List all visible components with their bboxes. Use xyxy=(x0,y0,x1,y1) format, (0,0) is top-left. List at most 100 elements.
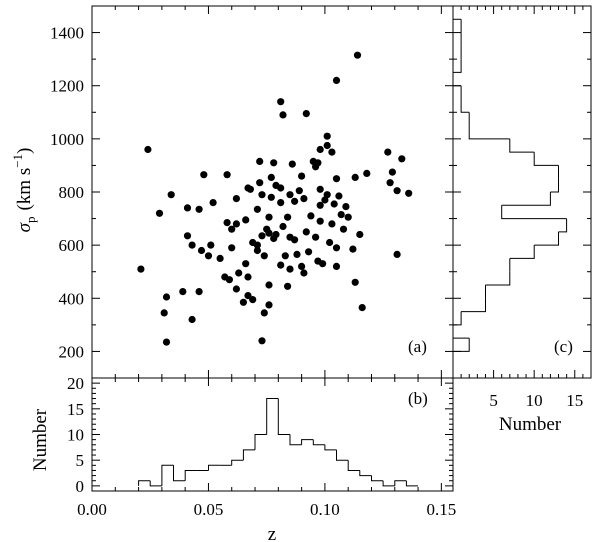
histogram-bin-c xyxy=(534,231,559,246)
scatter-point xyxy=(246,185,254,193)
scatter-point xyxy=(286,191,294,199)
scatter-point xyxy=(288,160,296,168)
histogram-bin xyxy=(231,459,244,466)
scatter-point xyxy=(332,175,341,183)
scatter-point xyxy=(302,228,310,236)
scatter-point xyxy=(260,309,268,317)
scatter-point xyxy=(363,169,371,177)
scatter-point xyxy=(386,179,394,187)
y-tick-label: 600 xyxy=(59,236,85,255)
scatter-point xyxy=(356,230,364,239)
scatter-point xyxy=(349,245,357,253)
scatter-point xyxy=(267,173,275,181)
scatter-point xyxy=(162,338,171,346)
scatter-point xyxy=(279,111,287,119)
scatter-point xyxy=(293,250,301,258)
scatter-point xyxy=(155,209,164,217)
scatter-point xyxy=(265,301,273,309)
panel-a-scatter: 200 400 600 800 1000 1200 1400 xyxy=(50,5,454,379)
sigma-axis-title: σp(km s−1) xyxy=(10,148,38,233)
histogram-bin xyxy=(277,398,290,435)
y-tick-label-b: 15 xyxy=(67,400,84,419)
x-tick-label: 0.05 xyxy=(194,500,224,519)
scatter-point xyxy=(277,199,285,207)
scatter-point xyxy=(316,145,324,154)
scatter-point xyxy=(344,213,352,221)
histogram-bin-c xyxy=(558,218,568,233)
scatter-point xyxy=(337,211,345,219)
histogram-bin xyxy=(359,470,372,477)
histogram-bin xyxy=(336,449,349,461)
scatter-point xyxy=(270,159,278,167)
histogram-bin-c xyxy=(501,192,551,206)
scatter-point xyxy=(265,281,273,289)
scatter-point xyxy=(179,288,187,296)
histogram-bin xyxy=(324,444,337,451)
x-tick-label: 0.10 xyxy=(310,500,340,519)
scatter-point xyxy=(353,51,362,59)
y-tick-label: 200 xyxy=(59,342,85,361)
histogram-bin xyxy=(394,480,407,486)
scatter-point xyxy=(312,233,320,241)
scatter-point xyxy=(298,262,306,270)
scatter-point xyxy=(277,184,285,192)
scatter-point xyxy=(258,191,266,199)
scatter-point xyxy=(235,269,243,277)
scatter-point xyxy=(162,293,171,301)
scatter-point xyxy=(200,171,208,179)
scatter-point xyxy=(258,232,266,240)
scatter-point xyxy=(232,195,240,203)
y-tick-label: 1200 xyxy=(50,77,84,96)
scatter-point xyxy=(232,285,240,293)
histogram-bin-c xyxy=(460,99,470,113)
scatter-point xyxy=(277,261,285,269)
scatter-point xyxy=(253,205,261,213)
y-tick-label-b: 0 xyxy=(76,477,85,496)
scatter-point xyxy=(265,229,273,237)
panel-b-frame xyxy=(91,377,454,492)
scatter-point xyxy=(256,179,264,187)
scatter-point xyxy=(195,288,203,296)
scatter-point xyxy=(207,241,215,249)
histogram-bin xyxy=(173,465,186,482)
scatter-point xyxy=(316,185,324,193)
scatter-point xyxy=(328,220,336,228)
scatter-point xyxy=(242,260,250,268)
scatter-point xyxy=(291,197,299,205)
scatter-point xyxy=(300,195,308,203)
histogram-bin xyxy=(382,480,395,487)
scatter-point xyxy=(398,155,406,163)
x-tick-label-c: 15 xyxy=(566,391,583,410)
panel-b-histogram: 0.00 0.05 0.10 0.15 0 5 10 15 20 xyxy=(67,374,456,519)
scatter-point xyxy=(330,200,338,208)
histogram-bin-c xyxy=(501,205,567,220)
histogram-bin xyxy=(242,449,255,461)
scatter-point xyxy=(342,203,350,211)
scatter-point xyxy=(260,252,268,260)
scatter-point xyxy=(195,205,203,213)
histogram-bin-c xyxy=(468,125,510,140)
y-tick-label: 400 xyxy=(59,289,85,308)
scatter-point xyxy=(258,337,266,345)
scatter-point xyxy=(384,148,392,156)
y-tick-label: 1400 xyxy=(50,24,84,43)
histogram-bin-c xyxy=(452,72,462,87)
histogram-bin xyxy=(254,434,267,450)
scatter-point xyxy=(305,248,313,256)
scatter-point xyxy=(167,191,175,199)
scatter-point xyxy=(339,225,348,233)
scatter-point xyxy=(242,216,250,224)
scatter-point xyxy=(265,213,273,221)
z-axis-title: z xyxy=(268,524,276,542)
scatter-point xyxy=(228,225,236,233)
scatter-point xyxy=(323,141,331,150)
x-tick-label: 0.15 xyxy=(426,500,456,519)
scatter-point xyxy=(316,217,324,225)
histogram-bin-c xyxy=(533,152,559,166)
scatter-point xyxy=(277,98,285,106)
histogram-bin xyxy=(289,434,302,446)
scatter-point xyxy=(216,254,224,262)
y-tick-label-b: 10 xyxy=(67,426,84,445)
histogram-bin xyxy=(138,480,151,486)
